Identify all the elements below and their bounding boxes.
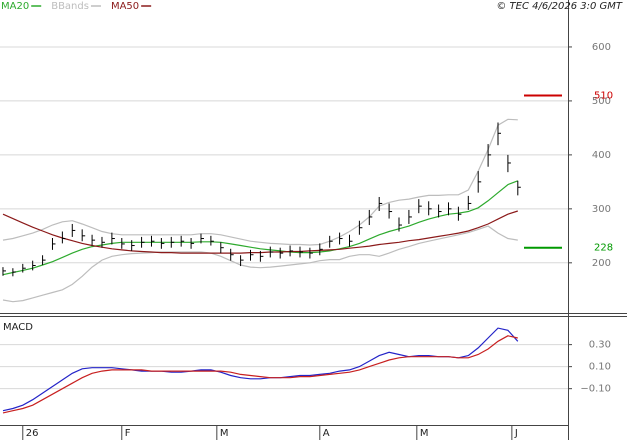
x-tick-label: J [514, 428, 518, 439]
x-tick-label: A [323, 428, 330, 439]
copyright: © TEC 4/6/2026 3:0 GMT [496, 1, 623, 12]
x-tick-label: F [125, 428, 131, 439]
series-line [2, 180, 519, 276]
legend-label: MA50 [111, 1, 139, 12]
legend-label: BBands [51, 1, 89, 12]
series-line [2, 327, 519, 412]
x-tick-label: 26 [26, 428, 39, 439]
y-tick-label: 0.10 [589, 362, 611, 373]
y-tick-label: 0.30 [589, 340, 611, 351]
series-line [2, 335, 518, 414]
y-tick-label: 400 [592, 150, 611, 161]
y-tick-label: 600 [592, 42, 611, 53]
panel-title: MACD [3, 322, 33, 333]
level-label: 510 [594, 91, 613, 102]
legend-label: MA20 [1, 1, 29, 12]
y-tick-label: −0.10 [580, 384, 611, 395]
level-label: 228 [594, 243, 613, 254]
y-tick-label: 200 [592, 258, 611, 269]
x-tick-label: M [220, 428, 229, 439]
band-line [2, 225, 518, 303]
series-line [2, 118, 518, 246]
y-tick-label: 500 [592, 96, 611, 107]
x-tick-label: M [420, 428, 429, 439]
y-tick-label: 300 [592, 204, 611, 215]
